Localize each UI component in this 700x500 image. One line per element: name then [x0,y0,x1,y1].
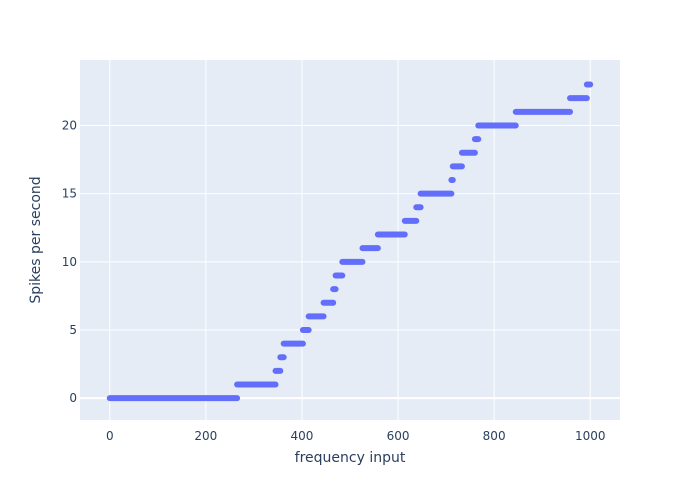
x-tick-label: 200 [194,429,217,443]
x-tick-label: 400 [291,429,314,443]
tick-labels: 0 200 400 600 800 1000 0 5 10 15 20 [62,118,606,443]
y-tick-label: 5 [69,323,77,337]
plot-background [80,60,620,420]
x-tick-label: 1000 [575,429,606,443]
data-markers [106,81,594,402]
x-tick-label: 600 [387,429,410,443]
y-axis-title: Spikes per second [28,176,44,303]
y-tick-label: 20 [62,118,77,132]
y-tick-label: 0 [69,391,77,405]
x-tick-label: 800 [483,429,506,443]
y-tick-label: 15 [62,187,77,201]
x-axis-title: frequency input [295,450,406,466]
grid [80,60,620,420]
y-tick-label: 10 [62,255,77,269]
x-tick-label: 0 [106,429,114,443]
